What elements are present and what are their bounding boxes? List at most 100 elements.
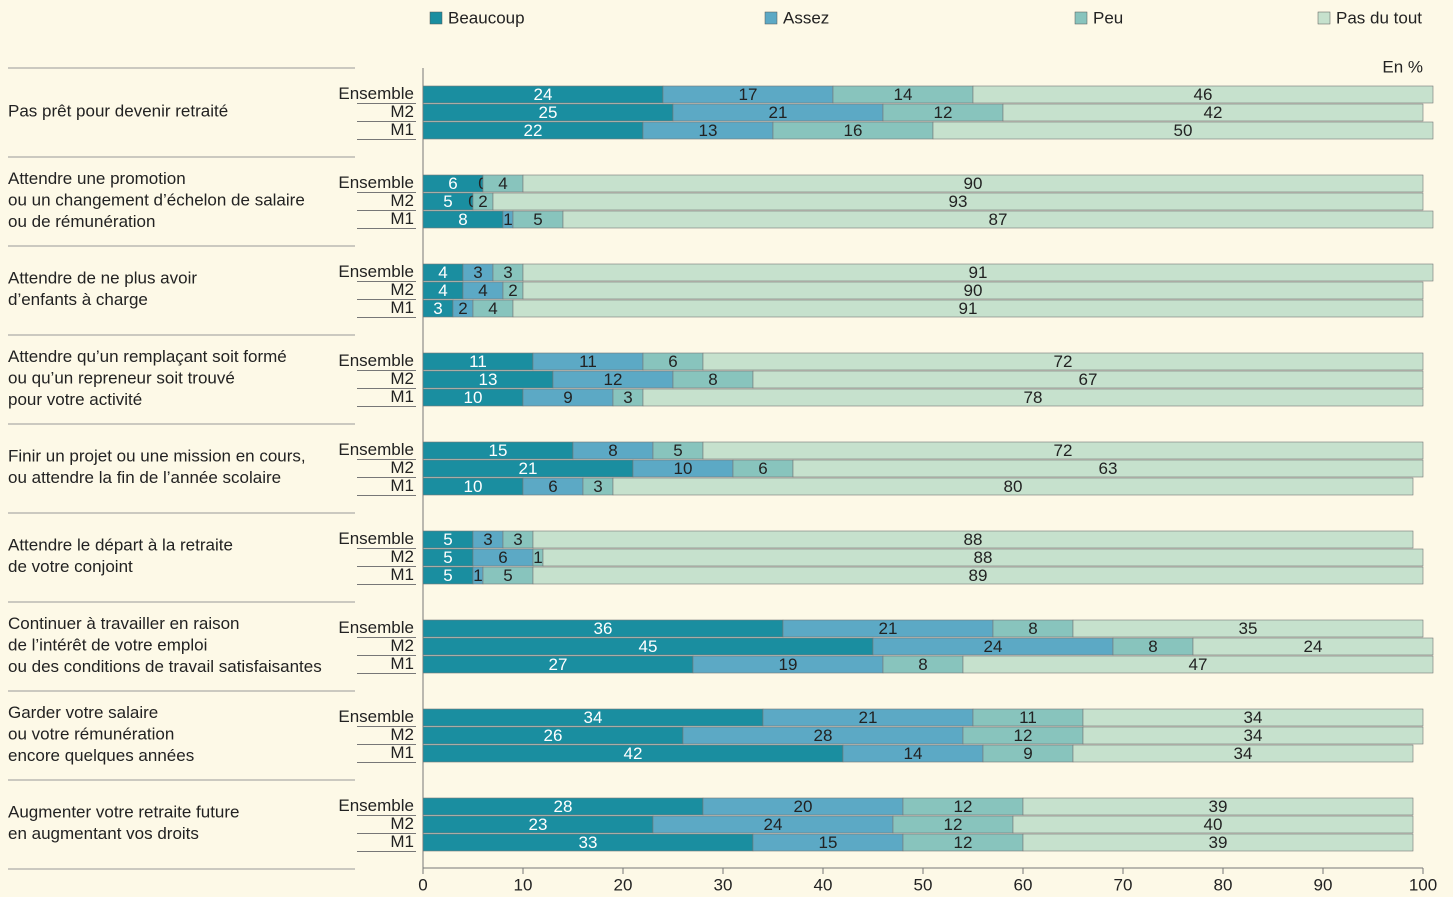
legend-swatch xyxy=(1317,11,1331,25)
value-label: 6 xyxy=(548,477,557,496)
bar-label: M2 xyxy=(390,636,414,655)
group-label: ou qu’un repreneur soit trouvé xyxy=(8,368,235,387)
bar-segment xyxy=(1022,833,1414,852)
group-label: de l’intérêt de votre emploi xyxy=(8,635,207,654)
value-label: 25 xyxy=(539,103,558,122)
x-tick-label: 60 xyxy=(1014,875,1033,894)
value-label: 14 xyxy=(904,744,923,763)
value-label: 35 xyxy=(1239,619,1258,638)
legend-label: Beaucoup xyxy=(448,8,525,27)
value-label: 34 xyxy=(1244,726,1263,745)
bar-segment xyxy=(702,352,1424,371)
value-label: 8 xyxy=(918,655,927,674)
value-label: 12 xyxy=(954,797,973,816)
x-tick-label: 100 xyxy=(1409,875,1437,894)
value-label: 8 xyxy=(1148,637,1157,656)
value-label: 27 xyxy=(549,655,568,674)
value-label: 3 xyxy=(433,299,442,318)
bar-segment xyxy=(932,121,1434,140)
x-tick-label: 20 xyxy=(614,875,633,894)
bar-label: M2 xyxy=(390,280,414,299)
value-label: 72 xyxy=(1054,352,1073,371)
bar-label: Ensemble xyxy=(338,440,414,459)
bar-segment xyxy=(612,477,1414,496)
value-label: 91 xyxy=(959,299,978,318)
bar-label: M2 xyxy=(390,547,414,566)
bar-segment xyxy=(1002,103,1424,122)
bar-segment xyxy=(1082,726,1424,745)
bar-segment xyxy=(1072,744,1414,763)
group-label: Finir un projet ou une mission en cours, xyxy=(8,447,306,466)
bar-label: M1 xyxy=(390,387,414,406)
group-label: pour votre activité xyxy=(8,390,142,409)
x-tick-label: 40 xyxy=(814,875,833,894)
bar-segment xyxy=(512,299,1424,318)
value-label: 12 xyxy=(604,370,623,389)
value-label: 9 xyxy=(1023,744,1032,763)
x-tick-label: 50 xyxy=(914,875,933,894)
bar-label: Ensemble xyxy=(338,84,414,103)
bar-label: Ensemble xyxy=(338,262,414,281)
bar-segment xyxy=(1192,637,1434,656)
group-label: en augmentant vos droits xyxy=(8,824,199,843)
value-label: 4 xyxy=(438,281,447,300)
value-label: 88 xyxy=(964,530,983,549)
value-label: 80 xyxy=(1004,477,1023,496)
group-label: de votre conjoint xyxy=(8,557,133,576)
group-label: encore quelques années xyxy=(8,746,194,765)
value-label: 12 xyxy=(954,833,973,852)
value-label: 4 xyxy=(478,281,487,300)
value-label: 3 xyxy=(513,530,522,549)
value-label: 5 xyxy=(503,566,512,585)
value-label: 34 xyxy=(1234,744,1253,763)
bar-segment xyxy=(702,441,1424,460)
value-label: 4 xyxy=(488,299,497,318)
value-label: 5 xyxy=(443,192,452,211)
value-label: 24 xyxy=(764,815,783,834)
bar-label: M2 xyxy=(390,458,414,477)
value-label: 67 xyxy=(1079,370,1098,389)
bar-segment xyxy=(972,85,1434,104)
legend-swatch xyxy=(1074,11,1088,25)
value-label: 91 xyxy=(969,263,988,282)
value-label: 12 xyxy=(934,103,953,122)
value-label: 11 xyxy=(579,352,597,371)
bar-segment xyxy=(1022,797,1414,816)
bar-label: M1 xyxy=(390,120,414,139)
value-label: 21 xyxy=(859,708,878,727)
group-label: Attendre de ne plus avoir xyxy=(8,269,197,288)
group-label: d’enfants à charge xyxy=(8,290,148,309)
value-label: 12 xyxy=(1014,726,1033,745)
value-label: 11 xyxy=(1019,708,1037,727)
x-tick-label: 10 xyxy=(514,875,533,894)
value-label: 4 xyxy=(498,174,507,193)
bar-label: Ensemble xyxy=(338,351,414,370)
value-label: 12 xyxy=(944,815,963,834)
value-label: 21 xyxy=(519,459,538,478)
x-tick-label: 80 xyxy=(1214,875,1233,894)
value-label: 11 xyxy=(469,352,487,371)
group-label: Augmenter votre retraite future xyxy=(8,803,240,822)
value-label: 10 xyxy=(464,388,483,407)
group-label: Garder votre salaire xyxy=(8,703,158,722)
value-label: 13 xyxy=(699,121,718,140)
bar-label: Ensemble xyxy=(338,796,414,815)
group-label: ou attendre la fin de l’année scolaire xyxy=(8,468,281,487)
value-label: 45 xyxy=(639,637,658,656)
x-tick-label: 0 xyxy=(418,875,427,894)
bar-segment xyxy=(562,210,1434,229)
bar-segment xyxy=(792,459,1424,478)
bar-segment xyxy=(522,281,1424,300)
group-label: ou de rémunération xyxy=(8,212,155,231)
value-label: 2 xyxy=(478,192,487,211)
bar-label: M1 xyxy=(390,832,414,851)
value-label: 5 xyxy=(443,530,452,549)
value-label: 40 xyxy=(1204,815,1223,834)
value-label: 21 xyxy=(769,103,788,122)
value-label: 2 xyxy=(508,281,517,300)
bar-label: M1 xyxy=(390,209,414,228)
bar-segment xyxy=(962,655,1434,674)
value-label: 24 xyxy=(984,637,1003,656)
x-tick-label: 90 xyxy=(1314,875,1333,894)
